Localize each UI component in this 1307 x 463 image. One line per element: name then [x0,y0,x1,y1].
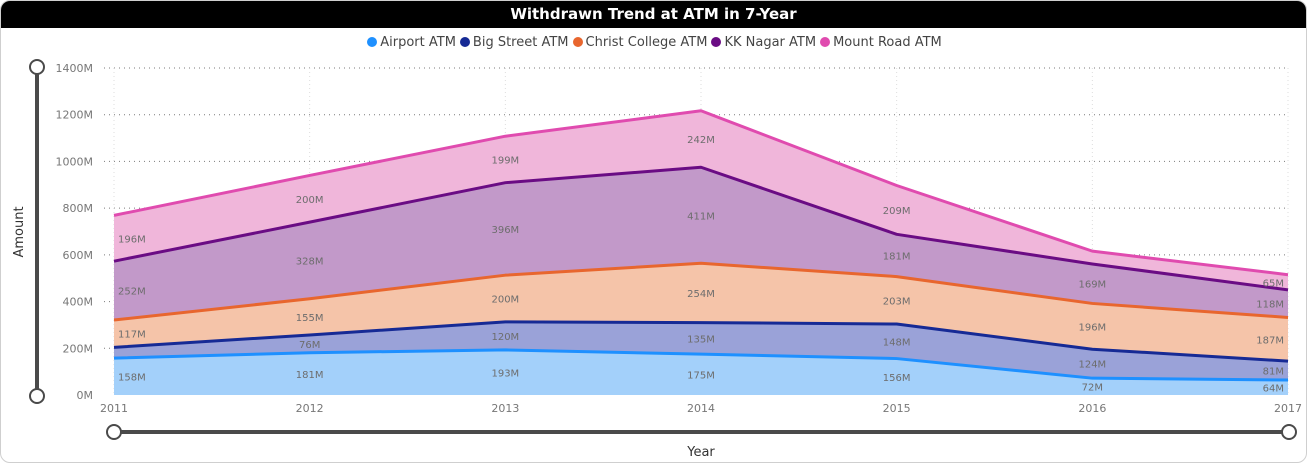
data-label-mount-road-atm: 196M [118,234,146,245]
data-label-kk-nagar-atm: 169M [1078,280,1106,291]
data-label-big-street-atm: 81M [1263,367,1284,378]
y-tick-label: 600M [63,249,94,262]
area-airport-atm[interactable] [114,349,1288,395]
y-tick-label: 400M [63,296,94,309]
legend-item-airport-atm[interactable]: Airport ATM [367,35,456,50]
x-zoom-slider-left-handle[interactable] [106,424,122,440]
x-tick-label: 2017 [1274,402,1302,415]
x-tick-label: 2016 [1078,402,1106,415]
data-label-mount-road-atm: 209M [883,206,911,217]
data-label-kk-nagar-atm: 252M [118,287,146,298]
data-label-mount-road-atm: 242M [687,135,715,146]
data-label-christ-college-atm: 155M [296,313,324,324]
x-tick-label: 2014 [687,402,715,415]
y-tick-label: 1200M [56,109,94,122]
legend-marker [572,37,583,47]
legend-marker [711,37,722,47]
y-tick-label: 0M [77,389,94,402]
data-label-christ-college-atm: 203M [883,296,911,307]
legend-label: Big Street ATM [472,35,569,50]
data-label-christ-college-atm: 254M [687,289,715,300]
data-label-christ-college-atm: 200M [491,295,519,306]
data-label-airport-atm: 175M [687,371,715,382]
line-airport-atm[interactable] [113,348,1289,382]
x-tick-label: 2015 [883,402,911,415]
data-label-kk-nagar-atm: 328M [296,256,324,267]
data-label-kk-nagar-atm: 181M [883,251,911,262]
y-tick-label: 200M [63,342,94,355]
legend-item-mount-road-atm[interactable]: Mount Road ATM [820,35,942,50]
data-label-airport-atm: 64M [1263,384,1284,395]
y-axis-title: Amount [12,206,27,257]
y-tick-label: 1400M [56,62,94,75]
legend-label: KK Nagar ATM [724,35,817,50]
x-tick-label: 2011 [100,402,128,415]
legend-label: Mount Road ATM [833,35,942,50]
line-mount-road-atm[interactable] [113,109,1289,277]
data-label-big-street-atm: 76M [299,340,320,351]
y-tick-label: 1000M [56,155,94,168]
data-label-mount-road-atm: 200M [296,195,324,206]
data-label-kk-nagar-atm: 396M [491,225,519,236]
data-label-airport-atm: 193M [491,368,519,379]
y-tick-label: 800M [63,202,94,215]
legend: Airport ATM Big Street ATM Christ College … [1,35,1306,50]
y-zoom-slider-top-handle[interactable] [29,59,45,75]
data-label-airport-atm: 72M [1082,383,1103,394]
data-label-kk-nagar-atm: 411M [687,211,715,222]
y-zoom-slider-bottom-handle[interactable] [29,388,45,404]
data-label-airport-atm: 156M [883,373,911,384]
legend-item-big-street-atm[interactable]: Big Street ATM [459,35,569,50]
legend-item-kk-nagar-atm[interactable]: KK Nagar ATM [711,35,816,50]
legend-marker [459,37,470,47]
data-label-airport-atm: 181M [296,370,324,381]
line-big-street-atm[interactable] [113,320,1289,363]
data-label-christ-college-atm: 117M [118,330,146,341]
legend-item-christ-college-atm[interactable]: Christ College ATM [572,35,708,50]
line-christ-college-atm[interactable] [113,261,1289,322]
chart-title: Withdrawn Trend at ATM in 7-Year [1,1,1306,28]
data-label-airport-atm: 158M [118,373,146,384]
legend-label: Christ College ATM [585,35,708,50]
x-axis-title: Year [686,445,715,460]
legend-label: Airport ATM [380,35,456,50]
data-label-christ-college-atm: 187M [1256,335,1284,346]
data-label-big-street-atm: 124M [1078,360,1106,371]
data-label-mount-road-atm: 65M [1263,278,1284,289]
x-tick-label: 2013 [491,402,519,415]
legend-marker [367,37,378,47]
data-label-big-street-atm: 120M [491,332,519,343]
data-label-big-street-atm: 135M [687,334,715,345]
data-label-christ-college-atm: 196M [1078,322,1106,333]
data-label-mount-road-atm: 199M [491,155,519,166]
line-kk-nagar-atm[interactable] [113,165,1289,292]
data-label-kk-nagar-atm: 118M [1256,300,1284,311]
x-tick-label: 2012 [296,402,324,415]
x-zoom-slider-right-handle[interactable] [1281,424,1297,440]
legend-marker [820,37,831,47]
area-layers [113,109,1289,396]
data-label-big-street-atm: 148M [883,337,911,348]
